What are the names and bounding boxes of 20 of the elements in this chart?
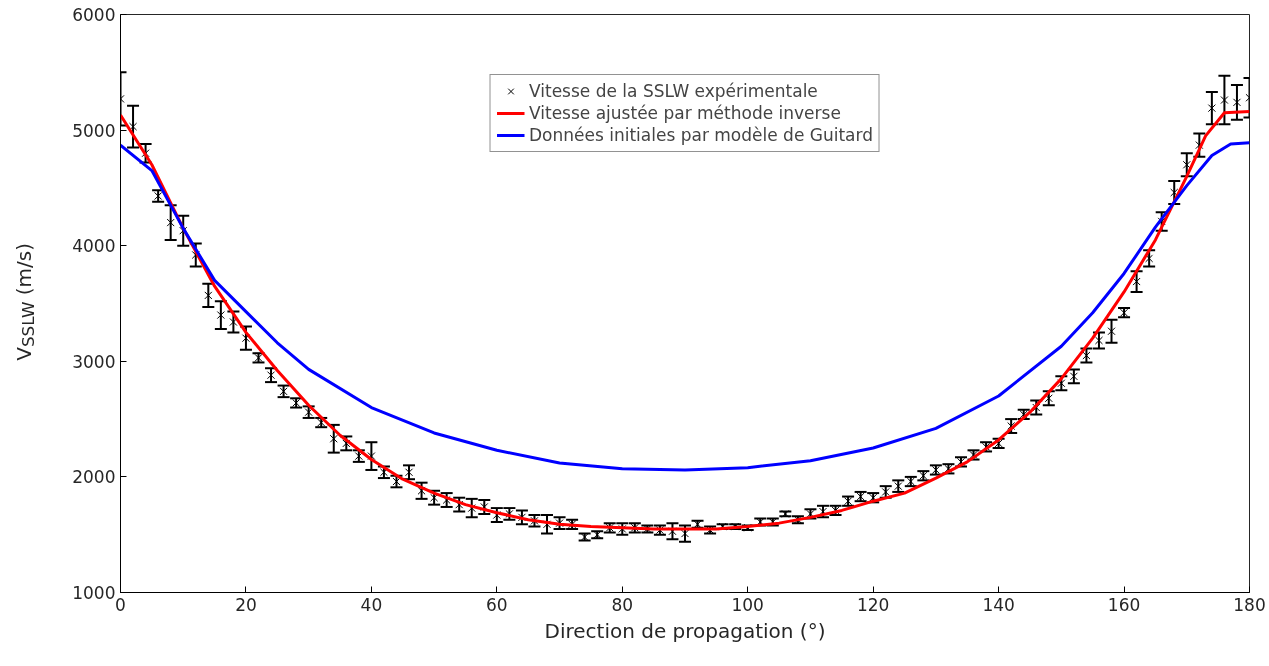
x-tick-label: 80 xyxy=(611,594,634,615)
x-tick-label: 100 xyxy=(731,594,764,615)
x-tick-label: 40 xyxy=(360,594,383,615)
y-tick-label: 3000 xyxy=(72,351,116,372)
x-tick-label: 120 xyxy=(856,594,890,615)
x-tick-label: 160 xyxy=(1107,594,1141,615)
y-tick-label: 4000 xyxy=(72,236,116,257)
x-tick-label: 140 xyxy=(982,594,1015,615)
legend-label: Vitesse ajustée par méthode inverse xyxy=(529,103,841,123)
x-tick-label: 0 xyxy=(115,594,126,615)
y-tick-label: 5000 xyxy=(72,120,116,141)
legend-label: Données initiales par modèle de Guitard xyxy=(529,125,873,145)
y-tick-label: 6000 xyxy=(72,5,116,25)
y-tick-label: 1000 xyxy=(72,583,116,603)
y-tick-label: 2000 xyxy=(72,467,116,488)
legend-label: Vitesse de la SSLW expérimentale xyxy=(529,81,818,101)
x-tick-label: 180 xyxy=(1233,594,1266,615)
x-axis-title: Direction de propagation (°) xyxy=(544,618,826,643)
x-tick-label: 60 xyxy=(486,594,508,615)
x-tick-label: 20 xyxy=(235,594,257,615)
